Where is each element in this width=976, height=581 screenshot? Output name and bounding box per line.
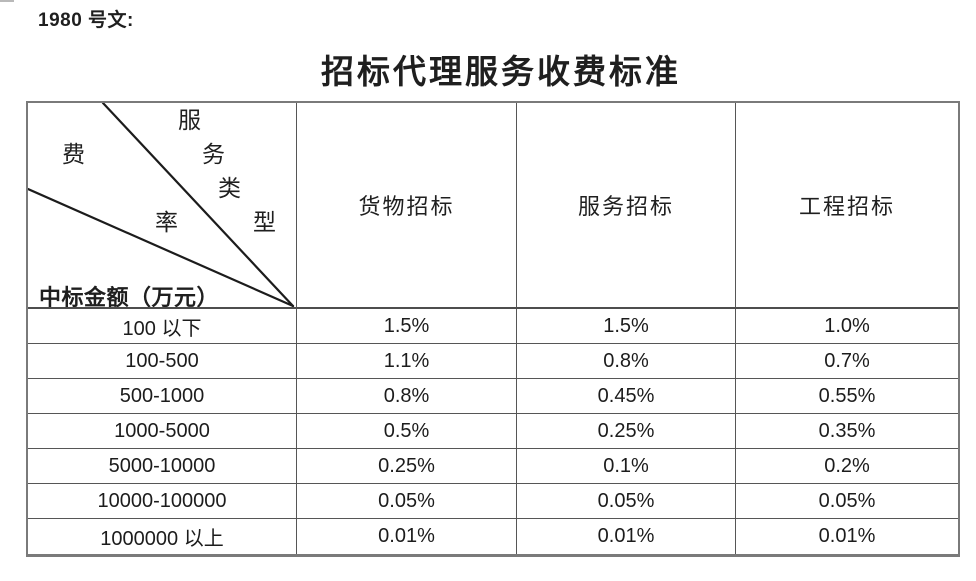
rate-value-cell: 0.2% bbox=[736, 449, 958, 484]
corner-amount-axis-label: 中标金额（万元） bbox=[39, 285, 220, 309]
rate-value-cell: 0.5% bbox=[297, 414, 517, 449]
corner-service-type-char: 务 bbox=[202, 142, 227, 167]
row-label-cell: 1000000 以上 bbox=[28, 519, 297, 554]
rate-value-cell: 1.5% bbox=[517, 309, 736, 344]
row-label-cell: 100 以下 bbox=[28, 309, 297, 344]
row-label-cell: 1000-5000 bbox=[28, 414, 297, 449]
page-title: 招标代理服务收费标准 bbox=[321, 55, 681, 91]
rate-value-cell: 0.45% bbox=[517, 379, 736, 414]
rate-value-cell: 0.05% bbox=[736, 484, 958, 519]
rate-value-cell: 0.8% bbox=[517, 344, 736, 379]
rate-value-cell: 0.01% bbox=[297, 519, 517, 554]
corner-rate-char: 率 bbox=[155, 210, 180, 235]
rate-value-cell: 0.8% bbox=[297, 379, 517, 414]
rate-value-cell: 1.0% bbox=[736, 309, 958, 344]
rate-value-cell: 0.55% bbox=[736, 379, 958, 414]
column-header-engineering: 工程招标 bbox=[736, 103, 958, 309]
row-label-cell: 100-500 bbox=[28, 344, 297, 379]
rate-value-cell: 0.05% bbox=[297, 484, 517, 519]
rate-value-cell: 0.7% bbox=[736, 344, 958, 379]
screen-edge-artifact bbox=[0, 0, 14, 2]
column-header-services: 服务招标 bbox=[517, 103, 736, 309]
corner-service-type-char: 服 bbox=[178, 108, 203, 133]
corner-service-type-char: 型 bbox=[253, 210, 278, 235]
table-corner-cell: 服 务 类 型 费 率 中标金额（万元） bbox=[28, 103, 297, 309]
rate-value-cell: 0.01% bbox=[517, 519, 736, 554]
diagonal-divider-lines bbox=[28, 103, 295, 307]
rate-value-cell: 0.01% bbox=[818, 525, 876, 547]
rate-value-cell: 0.05% bbox=[517, 484, 736, 519]
rate-value-cell: 0.35% bbox=[736, 414, 958, 449]
column-header-goods: 货物招标 bbox=[297, 103, 517, 309]
rate-value-cell: 0.25% bbox=[297, 449, 517, 484]
rate-value-cell: 1.1% bbox=[297, 344, 517, 379]
row-label-cell: 5000-10000 bbox=[28, 449, 297, 484]
doc-number-label: 1980 号文: bbox=[38, 10, 134, 31]
rate-value-cell: 1.5% bbox=[297, 309, 517, 344]
rate-value-cell: 0.25% bbox=[517, 414, 736, 449]
row-label-cell: 10000-100000 bbox=[28, 484, 297, 519]
corner-rate-char: 费 bbox=[62, 142, 87, 167]
corner-service-type-char: 类 bbox=[218, 176, 243, 201]
row-label-cell: 500-1000 bbox=[28, 379, 297, 414]
fee-table: 服 务 类 型 费 率 中标金额（万元） 货物招标 服务招标 工程招标 100 … bbox=[26, 101, 960, 557]
rate-value-cell: 0.1% bbox=[517, 449, 736, 484]
